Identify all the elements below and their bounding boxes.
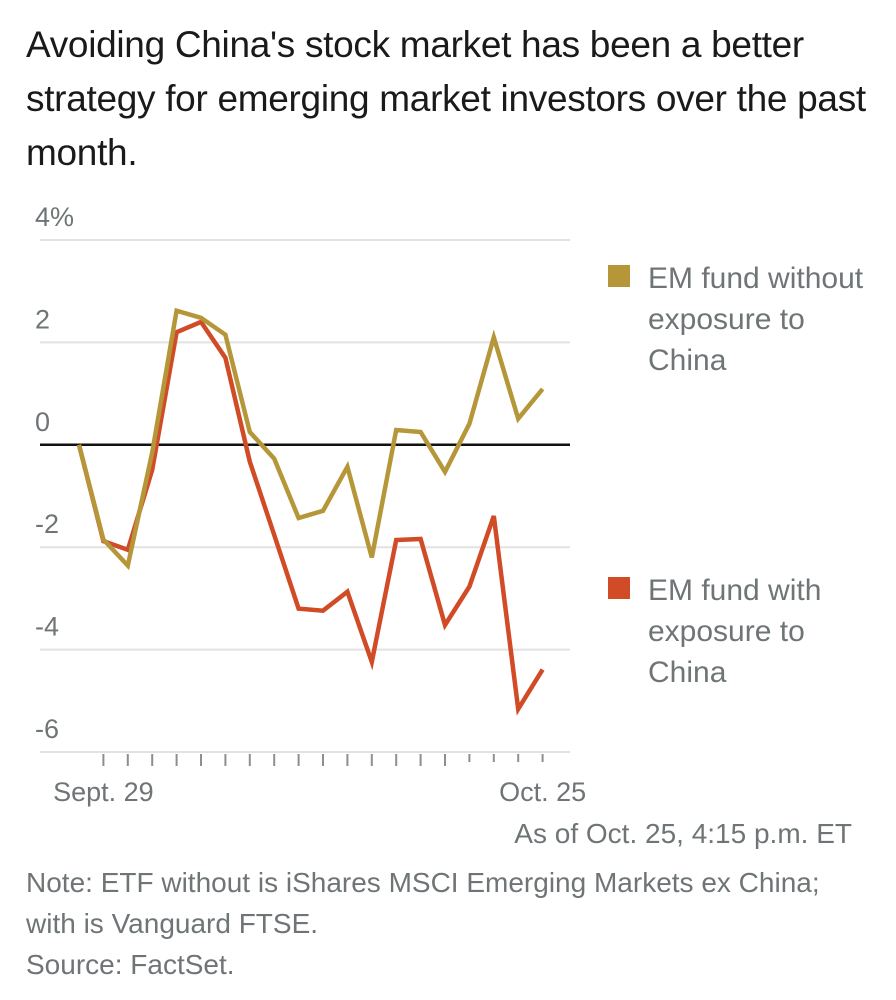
- note-text: Note: ETF without is iShares MSCI Emergi…: [26, 867, 820, 939]
- legend-swatch-without-china: [608, 265, 630, 287]
- chart-title: Avoiding China's stock market has been a…: [26, 24, 866, 173]
- y-tick-label: 2: [35, 304, 50, 334]
- gridlines: [40, 239, 570, 753]
- y-tick-label: -2: [35, 509, 59, 539]
- series-line-with-china: [76, 319, 545, 716]
- legend-label-without-china: EM fund without exposure to China: [648, 262, 864, 377]
- x-tick-label: Oct. 25: [499, 777, 586, 807]
- y-tick-label: -4: [35, 612, 59, 642]
- legend-item-without-china: EM fund without exposure to China: [608, 258, 888, 381]
- series-lines: [76, 307, 545, 716]
- legend-label-with-china: EM fund with exposure to China: [648, 574, 822, 689]
- x-axis: Sept. 29 Oct. 25: [53, 754, 586, 807]
- y-tick-label: 4%: [35, 202, 74, 232]
- y-axis-labels: 4% 2 0 -2 -4 -6: [35, 202, 74, 744]
- y-tick-label: 0: [35, 407, 50, 437]
- legend-item-with-china: EM fund with exposure to China: [608, 570, 888, 693]
- footnote: Note: ETF without is iShares MSCI Emergi…: [26, 862, 866, 985]
- series-line-without-china: [76, 307, 545, 571]
- source-text: Source: FactSet.: [26, 949, 235, 980]
- y-tick-label: -6: [35, 714, 59, 744]
- x-tick-label: Sept. 29: [53, 777, 154, 807]
- legend-swatch-with-china: [608, 577, 630, 599]
- as-of-timestamp: As of Oct. 25, 4:15 p.m. ET: [514, 818, 852, 849]
